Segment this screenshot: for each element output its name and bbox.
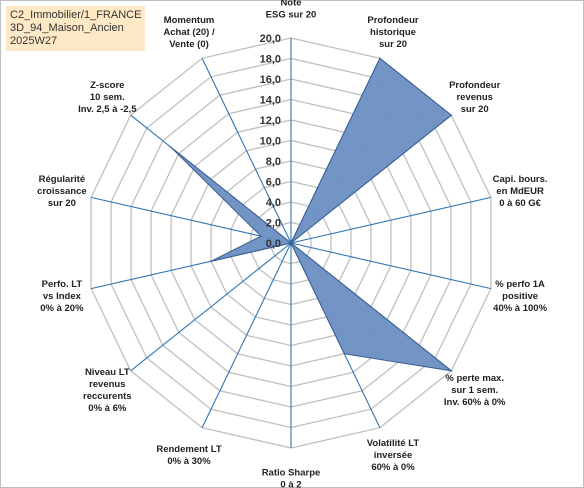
data-point-5 [450,370,453,372]
axis-label-9-line-2: reccurents [83,391,132,402]
tick-label-1: 2,0 [266,218,281,230]
tick-label-0: 0,0 [266,238,281,250]
tick-label-6: 12,0 [260,115,281,127]
axis-label-13-line-1: Achat (20) / [163,27,215,38]
tick-label-7: 14,0 [260,95,281,107]
axis-spoke-4 [290,242,492,290]
axis-label-2-line-2: sur 20 [461,104,489,115]
data-point-11 [260,235,262,237]
tick-label-3: 6,0 [266,177,281,189]
axis-label-3-line-1: en MdEUR [496,186,544,197]
axis-spoke-11 [90,196,292,244]
axis-label-9-line-1: revenus [89,379,125,390]
title-line-1: C2_Immobilier/1_FRANCE [10,9,142,21]
axis-spoke-3 [290,196,492,244]
tick-label-4: 8,0 [266,156,281,168]
axis-label-8: Rendement LT0% à 30% [156,444,221,467]
series-area [170,57,454,372]
tick-label-2: 4,0 [266,197,281,209]
data-point-12 [170,146,172,148]
axis-label-13-line-2: Vente (0) [169,39,209,50]
axis-label-10-line-0: Perfo. LT [42,279,83,290]
tick-label-10: 20,0 [260,33,281,45]
tick-label-layer: 0,0 2,0 4,0 6,0 8,0 10,0 12,0 14,0 16,0 18,0 20,0 [260,33,281,250]
axis-label-7-line-1: 0 à 2 [280,480,301,488]
data-point-1 [379,57,381,60]
axis-label-5-line-2: Inv. 60% à 0% [444,397,506,408]
data-point-6 [343,353,346,355]
series-layer [170,57,454,372]
axis-label-11-line-1: croissance [37,186,87,197]
axis-label-2-line-0: Profondeur [449,80,500,91]
axis-label-12-line-2: Inv. 2,5 à -2,5 [78,104,137,115]
axis-label-8-line-0: Rendement LT [156,444,221,455]
axis-label-6-line-1: inversée [374,450,413,461]
axis-label-1-line-1: historique [370,27,416,38]
axis-label-0-line-1: ESG sur 20 [266,10,317,21]
axis-label-12-line-1: 10 sem. [90,92,125,103]
data-point-2 [450,114,453,116]
axis-spoke-13 [201,58,292,244]
axis-label-5: % perte max.sur 1 sem.Inv. 60% à 0% [444,373,506,408]
chart-title-box: C2_Immobilier/1_FRANCE 3D_94_Maison_Anci… [6,6,146,51]
axis-label-10-line-1: vs Index [43,291,82,302]
data-point-13 [290,242,292,244]
axis-label-4-line-2: 40% à 100% [493,303,547,314]
axis-label-1-line-2: sur 20 [379,39,407,50]
title-line-2: 3D_94_Maison_Ancien [10,22,124,34]
axis-label-1-line-0: Profondeur [367,15,418,26]
axis-label-11-line-0: Régularité [39,174,85,185]
axis-label-5-line-0: % perte max. [445,373,504,384]
axis-label-11-line-2: sur 20 [48,198,76,209]
axis-label-5-line-1: sur 1 sem. [451,385,498,396]
axis-label-4-line-1: positive [502,291,538,302]
axis-label-3-line-2: 0 à 60 G€ [499,198,541,209]
axis-label-6-line-2: 60% à 0% [371,462,415,473]
axis-spoke-9 [130,242,292,372]
axis-label-10-line-2: 0% à 20% [40,303,84,314]
axis-label-9-line-0: Niveau LT [85,367,130,378]
axis-label-0-line-0: Note [280,0,301,9]
title-line-3: 2025W27 [10,35,58,47]
data-point-10 [210,260,212,263]
axis-label-8-line-1: 0% à 30% [167,456,211,467]
axis-label-2-line-1: revenus [456,92,492,103]
tick-label-9: 18,0 [260,54,281,66]
axis-label-6-line-0: Volatilité LT [367,438,420,449]
axis-label-13-line-0: Momentum [164,15,215,26]
tick-label-8: 16,0 [260,74,281,86]
tick-label-5: 10,0 [260,136,281,148]
axis-spoke-8 [201,242,292,428]
axis-label-12-line-0: Z-score [90,80,124,91]
axis-label-7-line-0: Ratio Sharpe [262,468,321,479]
axis-label-4-line-0: % perfo 1A [495,279,545,290]
axis-label-9-line-3: 0% à 6% [88,403,127,414]
axis-label-3-line-0: Capi. bours. [493,174,548,185]
